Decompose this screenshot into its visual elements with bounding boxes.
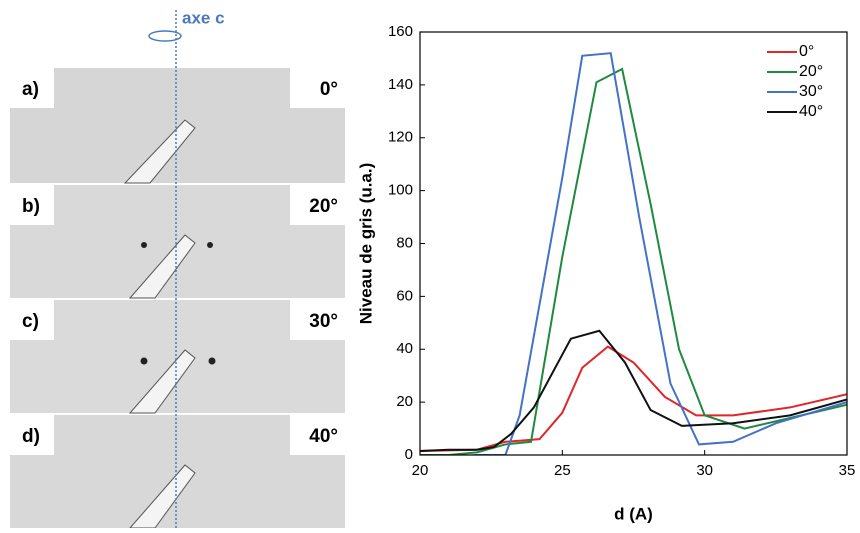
series-line xyxy=(420,329,847,453)
panel-image xyxy=(10,415,345,528)
diffraction-spot xyxy=(141,242,147,248)
y-tick-label: 40 xyxy=(396,340,413,357)
legend-label: 40° xyxy=(799,103,823,120)
panel-image xyxy=(10,300,345,413)
series-line xyxy=(420,67,847,455)
beam-stop xyxy=(123,119,196,184)
label-box xyxy=(290,300,346,340)
y-tick-label: 100 xyxy=(388,182,413,199)
panel-angle: 40° xyxy=(309,426,338,447)
series-line xyxy=(420,345,847,453)
panel-image xyxy=(10,68,345,183)
panel-label: b) xyxy=(22,196,40,217)
y-tick-label: 140 xyxy=(388,76,413,93)
y-tick-label: 80 xyxy=(396,234,413,251)
panel-angle: 20° xyxy=(309,196,338,217)
x-tick-label: 25 xyxy=(554,462,571,479)
beam-stop xyxy=(128,349,196,414)
label-box xyxy=(290,68,346,108)
plot-frame xyxy=(419,31,848,456)
diffraction-spot xyxy=(207,242,213,248)
panel-label: d) xyxy=(22,426,40,447)
label-box xyxy=(290,415,346,455)
y-tick-label: 160 xyxy=(388,23,413,40)
beam-stop xyxy=(128,234,196,299)
label-box xyxy=(290,185,346,225)
y-tick-label: 120 xyxy=(388,129,413,146)
panel-label: c) xyxy=(22,311,39,332)
image-panels: axe c xyxy=(10,8,345,529)
rotation-arrow xyxy=(148,30,182,42)
label-box xyxy=(10,68,54,108)
label-box xyxy=(10,185,54,225)
legend-label: 0° xyxy=(799,43,814,60)
legend-label: 20° xyxy=(799,63,823,80)
panel-angle: 0° xyxy=(320,79,338,100)
axis-annotation: axe c xyxy=(182,8,225,27)
legend-label: 30° xyxy=(799,83,823,100)
x-axis-label: d (A) xyxy=(614,504,653,523)
x-tick-label: 30 xyxy=(696,462,713,479)
label-box xyxy=(10,300,54,340)
panel-label: a) xyxy=(22,79,39,100)
x-tick-label: 20 xyxy=(412,462,429,479)
y-tick-label: 60 xyxy=(396,287,413,304)
y-axis-label: Niveau de gris (u.a.) xyxy=(356,163,375,325)
panel-angle: 30° xyxy=(309,311,338,332)
diffraction-spot xyxy=(208,357,216,365)
label-box xyxy=(10,415,54,455)
diffraction-spot xyxy=(140,357,148,365)
x-tick-label: 35 xyxy=(839,462,856,479)
series-line xyxy=(420,52,847,455)
y-tick-label: 0 xyxy=(405,446,413,463)
panel-image xyxy=(10,185,345,298)
y-tick-label: 20 xyxy=(396,393,413,410)
